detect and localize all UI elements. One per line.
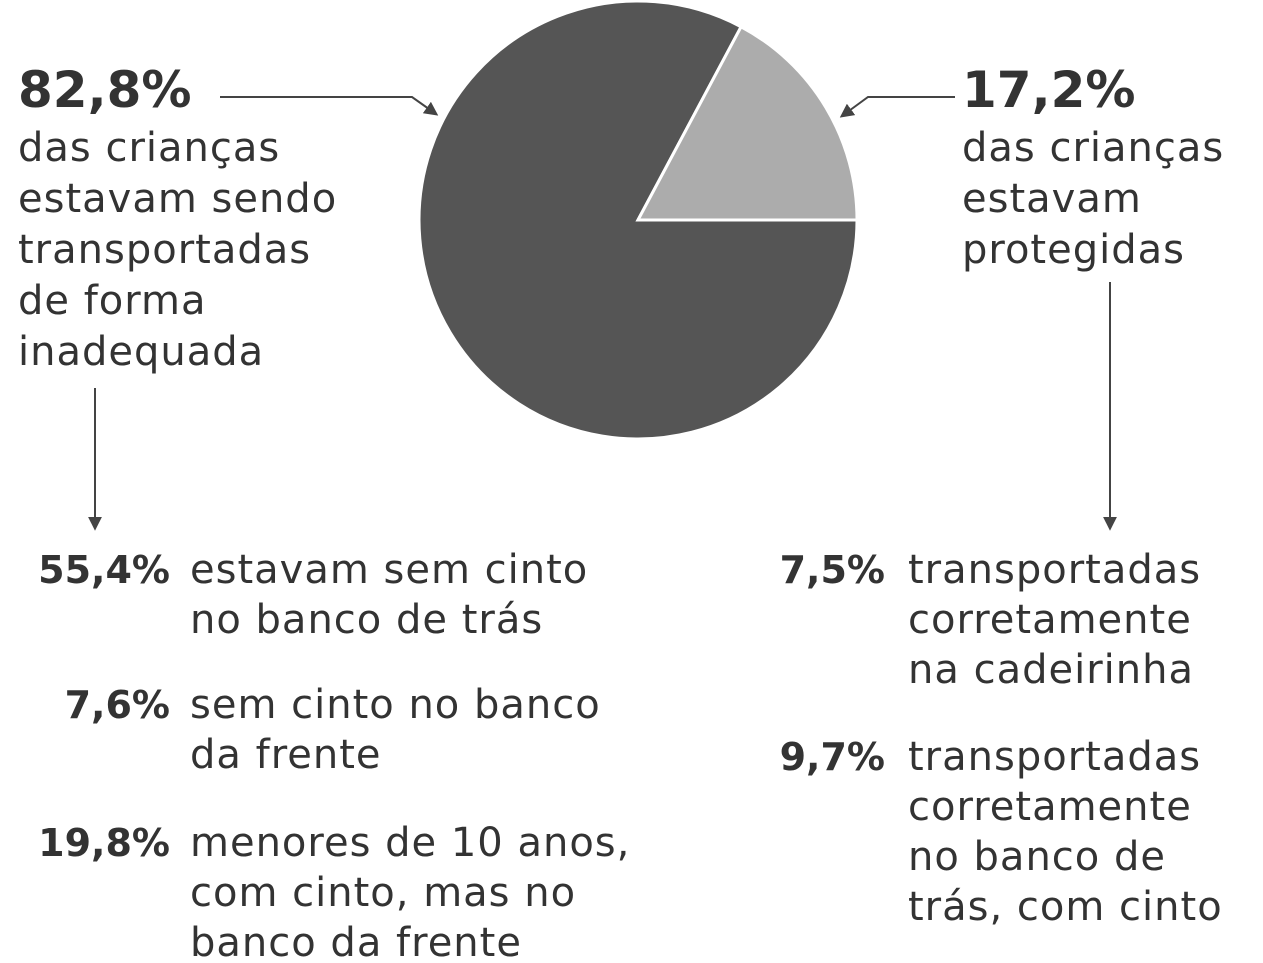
slice-description: das crianças: [18, 125, 280, 171]
breakdown-text: transportadas: [908, 547, 1201, 593]
breakdown-text: sem cinto no banco: [190, 682, 601, 728]
breakdown-percent: 7,6%: [65, 683, 170, 727]
slice-description: estavam sendo: [18, 176, 337, 222]
slice-description: das crianças: [962, 125, 1224, 171]
slice-description: de forma: [18, 278, 207, 324]
breakdown-text: corretamente: [908, 597, 1192, 643]
breakdown-percent: 9,7%: [780, 735, 885, 779]
breakdown-text: banco da frente: [190, 920, 522, 963]
breakdown-text: transportadas: [908, 734, 1201, 780]
pie-slice: [635, 24, 859, 222]
breakdown-text: na cadeirinha: [908, 647, 1194, 693]
slice-description: protegidas: [962, 227, 1185, 273]
breakdown-text: estavam sem cinto: [190, 547, 588, 593]
breakdown-percent: 7,5%: [780, 548, 885, 592]
breakdown-percent: 55,4%: [38, 548, 170, 592]
slice-description: estavam: [962, 176, 1142, 222]
value-label: 82,8%: [18, 61, 191, 119]
breakdown-text: trás, com cinto: [908, 884, 1223, 930]
slice-description: transportadas: [18, 227, 311, 273]
breakdown-text: da frente: [190, 732, 382, 778]
pie: [417, 0, 859, 441]
breakdown-percent: 19,8%: [38, 821, 170, 865]
breakdown-text: corretamente: [908, 784, 1192, 830]
breakdown-text: menores de 10 anos,: [190, 820, 630, 866]
breakdown-text: com cinto, mas no: [190, 870, 576, 916]
value-label: 17,2%: [962, 61, 1135, 119]
arrow: [220, 96, 439, 116]
arrow: [839, 96, 955, 118]
slice-description: inadequada: [18, 329, 264, 375]
breakdown-text: no banco de: [908, 834, 1166, 880]
breakdown-text: no banco de trás: [190, 597, 543, 643]
